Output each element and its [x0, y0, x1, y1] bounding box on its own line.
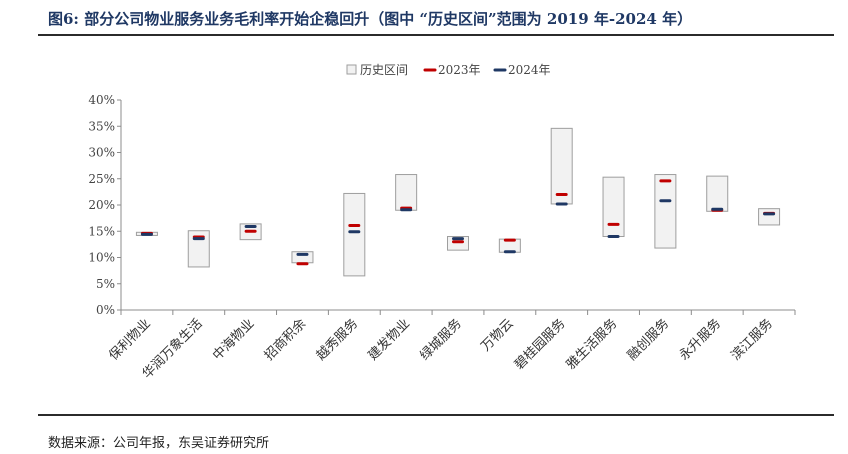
range-bar [602, 176, 625, 238]
y-tick-label: 5% [96, 277, 115, 291]
y-tick-label: 35% [88, 119, 115, 133]
legend-label: 2024年 [508, 63, 551, 77]
y-tick-label: 10% [88, 251, 115, 265]
x-tick-label: 保利物业 [106, 316, 153, 363]
range-bar [447, 236, 469, 251]
legend: 历史区间 2023年 2024年 [346, 63, 551, 77]
plot-area [135, 127, 781, 277]
y-tick-label: 25% [88, 172, 115, 186]
legend-label: 历史区间 [360, 63, 408, 77]
top-rule [38, 34, 834, 36]
x-tick-label: 招商积余 [261, 316, 309, 364]
y-tick-label: 15% [88, 224, 115, 238]
x-tick-label: 万物云 [478, 316, 516, 354]
source-note: 数据来源：公司年报，东吴证券研究所 [48, 436, 270, 451]
bottom-rule [38, 414, 834, 416]
x-tick-label: 融创服务 [624, 316, 672, 364]
y-tick-label: 30% [88, 146, 115, 160]
legend-swatch [346, 64, 357, 75]
x-tick-label: 绿城服务 [417, 316, 465, 364]
x-tick-label: 雅生活服务 [563, 316, 620, 373]
y-tick-label: 20% [88, 198, 115, 212]
range-bar [550, 127, 573, 205]
range-bar [395, 174, 418, 211]
x-tick-label: 碧桂园服务 [511, 316, 568, 373]
legend-label: 2023年 [438, 63, 481, 77]
range-bar [758, 208, 781, 226]
x-tick-label: 中海物业 [210, 316, 257, 363]
x-tick-label: 滨江服务 [728, 316, 776, 364]
range-bar [343, 192, 366, 277]
y-tick-label: 0% [96, 303, 115, 317]
x-tick-label: 越秀服务 [313, 316, 361, 364]
range-bar [706, 175, 729, 212]
y-tick-label: 40% [88, 93, 115, 107]
x-tick-label: 建发物业 [365, 316, 413, 364]
range-bar [654, 174, 677, 249]
y-axis: 0% 5% 10% 15% 20% 25% 30% 35% 40% [88, 93, 122, 317]
x-tick-label: 永升服务 [676, 316, 724, 364]
figure-title: 图6: 部分公司物业服务业务毛利率开始企稳回升（图中 “历史区间”范围为 201… [48, 10, 693, 28]
